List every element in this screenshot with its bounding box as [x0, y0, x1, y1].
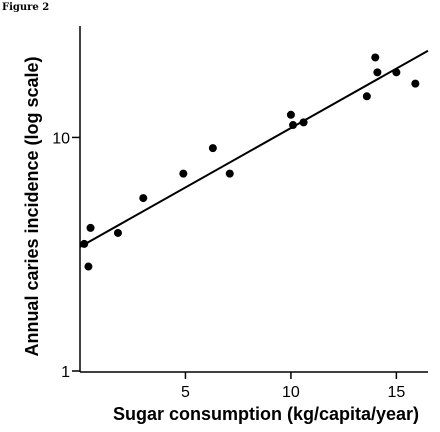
data-point: [179, 169, 188, 178]
x-tick-label: 5: [181, 384, 190, 401]
axis-ticks: 5 10 15 1 10: [52, 130, 405, 401]
figure-label: Figure 2: [2, 2, 50, 13]
data-point: [80, 239, 89, 248]
data-point: [411, 79, 420, 88]
data-point: [286, 110, 295, 119]
data-point: [225, 169, 234, 178]
x-axis-title: Sugar consumption (kg/capita/year): [113, 404, 419, 424]
data-point: [86, 223, 95, 232]
y-tick-label: 1: [61, 364, 70, 381]
data-point: [299, 118, 308, 127]
y-tick-label: 10: [52, 130, 70, 147]
trend-line: [79, 49, 429, 248]
data-point: [371, 53, 380, 62]
data-point: [113, 228, 122, 237]
data-point: [392, 68, 401, 77]
x-tick-label: 15: [387, 384, 405, 401]
data-point: [289, 121, 298, 130]
data-point: [373, 68, 382, 77]
data-point: [84, 262, 93, 271]
data-point: [208, 144, 217, 153]
data-point: [362, 92, 371, 101]
plot-area: [79, 49, 429, 271]
x-tick-label: 10: [282, 384, 300, 401]
data-point: [139, 194, 148, 203]
y-axis-title: Annual caries incidence (log scale): [22, 56, 42, 356]
